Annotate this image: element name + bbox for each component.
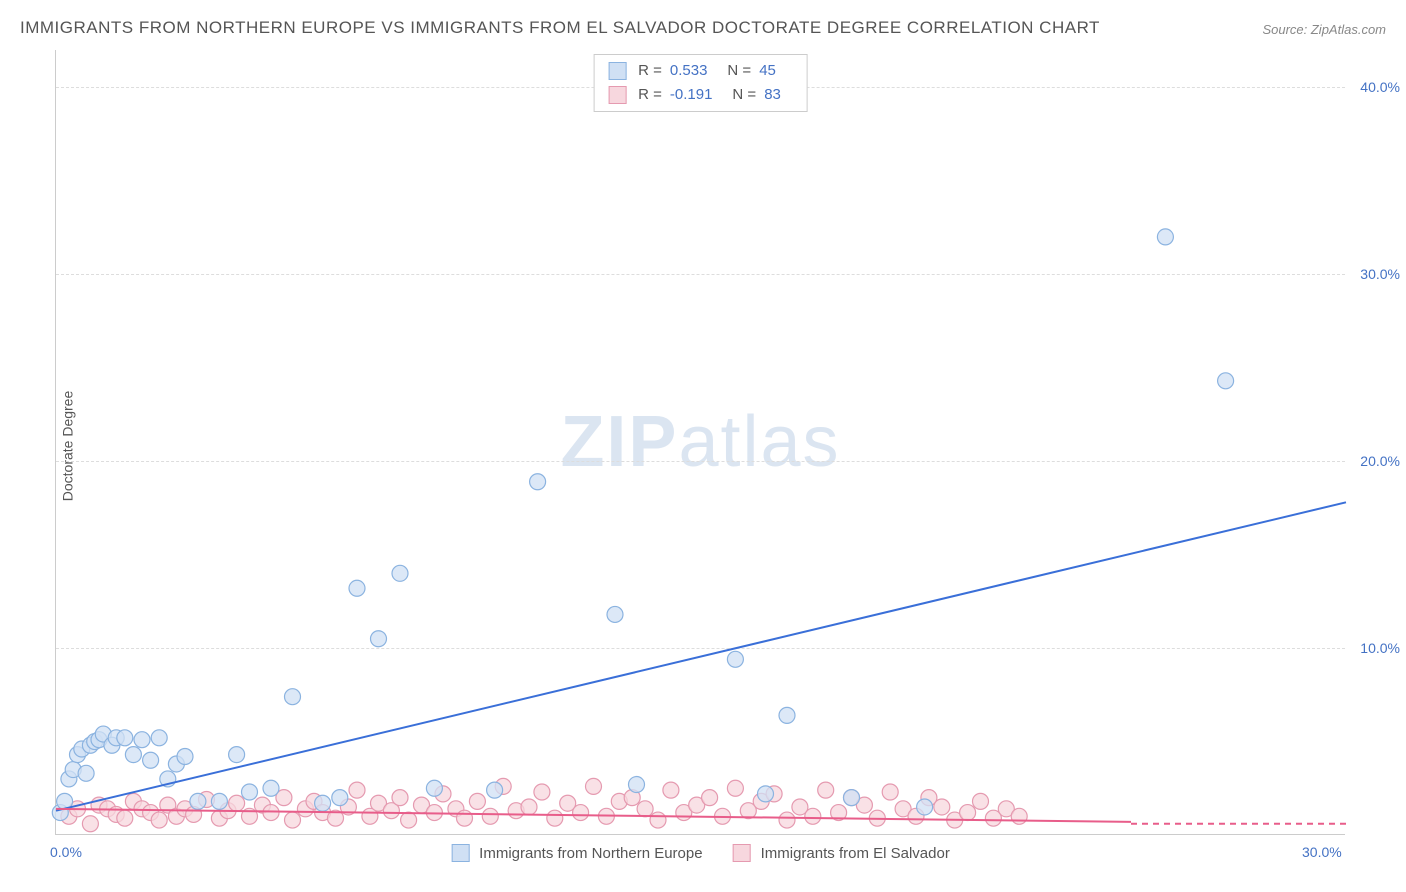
legend-item-0: Immigrants from Northern Europe — [451, 844, 702, 862]
legend: Immigrants from Northern Europe Immigran… — [451, 844, 950, 862]
data-point — [392, 565, 408, 581]
data-point — [229, 747, 245, 763]
data-point — [190, 793, 206, 809]
data-point — [242, 784, 258, 800]
legend-label-1: Immigrants from El Salvador — [761, 845, 950, 862]
data-point — [125, 747, 141, 763]
data-point — [534, 784, 550, 800]
r-value-1: -0.191 — [670, 83, 725, 107]
swatch-series-0 — [608, 62, 626, 80]
data-point — [469, 793, 485, 809]
data-point — [727, 780, 743, 796]
data-point — [78, 765, 94, 781]
data-point — [1157, 229, 1173, 245]
data-point — [521, 799, 537, 815]
data-point — [487, 782, 503, 798]
r-value-0: 0.533 — [670, 59, 720, 83]
scatter-svg — [56, 50, 1345, 834]
n-value-0: 45 — [759, 59, 788, 83]
data-point — [117, 730, 133, 746]
data-point — [702, 790, 718, 806]
data-point — [663, 782, 679, 798]
data-point — [818, 782, 834, 798]
y-tick-label: 30.0% — [1350, 266, 1400, 282]
data-point — [315, 795, 331, 811]
data-point — [573, 805, 589, 821]
data-point — [973, 793, 989, 809]
data-point — [349, 580, 365, 596]
data-point — [263, 780, 279, 796]
data-point — [629, 777, 645, 793]
data-point — [211, 793, 227, 809]
r-label: R = — [638, 59, 662, 83]
data-point — [151, 812, 167, 828]
data-point — [401, 812, 417, 828]
n-value-1: 83 — [764, 83, 793, 107]
plot-area: ZIPatlas 0.0%30.0% R = 0.533 N = 45 R = … — [55, 50, 1345, 835]
data-point — [934, 799, 950, 815]
stats-row-series-1: R = -0.191 N = 83 — [608, 83, 793, 107]
r-label: R = — [638, 83, 662, 107]
data-point — [917, 799, 933, 815]
data-point — [457, 810, 473, 826]
data-point — [607, 606, 623, 622]
data-point — [371, 631, 387, 647]
n-label: N = — [732, 83, 756, 107]
data-point — [117, 810, 133, 826]
data-point — [285, 689, 301, 705]
stats-row-series-0: R = 0.533 N = 45 — [608, 59, 793, 83]
data-point — [151, 730, 167, 746]
data-point — [586, 778, 602, 794]
data-point — [426, 780, 442, 796]
data-point — [134, 732, 150, 748]
data-point — [1011, 808, 1027, 824]
data-point — [482, 808, 498, 824]
y-tick-label: 40.0% — [1350, 79, 1400, 95]
x-tick-label: 30.0% — [1302, 844, 1342, 860]
data-point — [637, 801, 653, 817]
legend-swatch-0 — [451, 844, 469, 862]
chart-title: IMMIGRANTS FROM NORTHERN EUROPE VS IMMIG… — [20, 18, 1100, 38]
legend-label-0: Immigrants from Northern Europe — [479, 845, 702, 862]
y-tick-label: 20.0% — [1350, 453, 1400, 469]
legend-swatch-1 — [733, 844, 751, 862]
n-label: N = — [727, 59, 751, 83]
data-point — [392, 790, 408, 806]
data-point — [177, 749, 193, 765]
statistics-box: R = 0.533 N = 45 R = -0.191 N = 83 — [593, 54, 808, 112]
data-point — [229, 795, 245, 811]
data-point — [1218, 373, 1234, 389]
trend-line — [56, 502, 1346, 810]
data-point — [143, 752, 159, 768]
data-point — [844, 790, 860, 806]
data-point — [960, 805, 976, 821]
data-point — [805, 808, 821, 824]
data-point — [882, 784, 898, 800]
data-point — [779, 812, 795, 828]
data-point — [82, 816, 98, 832]
legend-item-1: Immigrants from El Salvador — [733, 844, 950, 862]
data-point — [332, 790, 348, 806]
y-tick-label: 10.0% — [1350, 640, 1400, 656]
x-tick-label: 0.0% — [50, 844, 82, 860]
data-point — [547, 810, 563, 826]
data-point — [758, 786, 774, 802]
data-point — [727, 651, 743, 667]
data-point — [285, 812, 301, 828]
data-point — [263, 805, 279, 821]
swatch-series-1 — [608, 86, 626, 104]
source-attribution: Source: ZipAtlas.com — [1262, 22, 1386, 37]
data-point — [650, 812, 666, 828]
data-point — [530, 474, 546, 490]
data-point — [349, 782, 365, 798]
data-point — [779, 707, 795, 723]
